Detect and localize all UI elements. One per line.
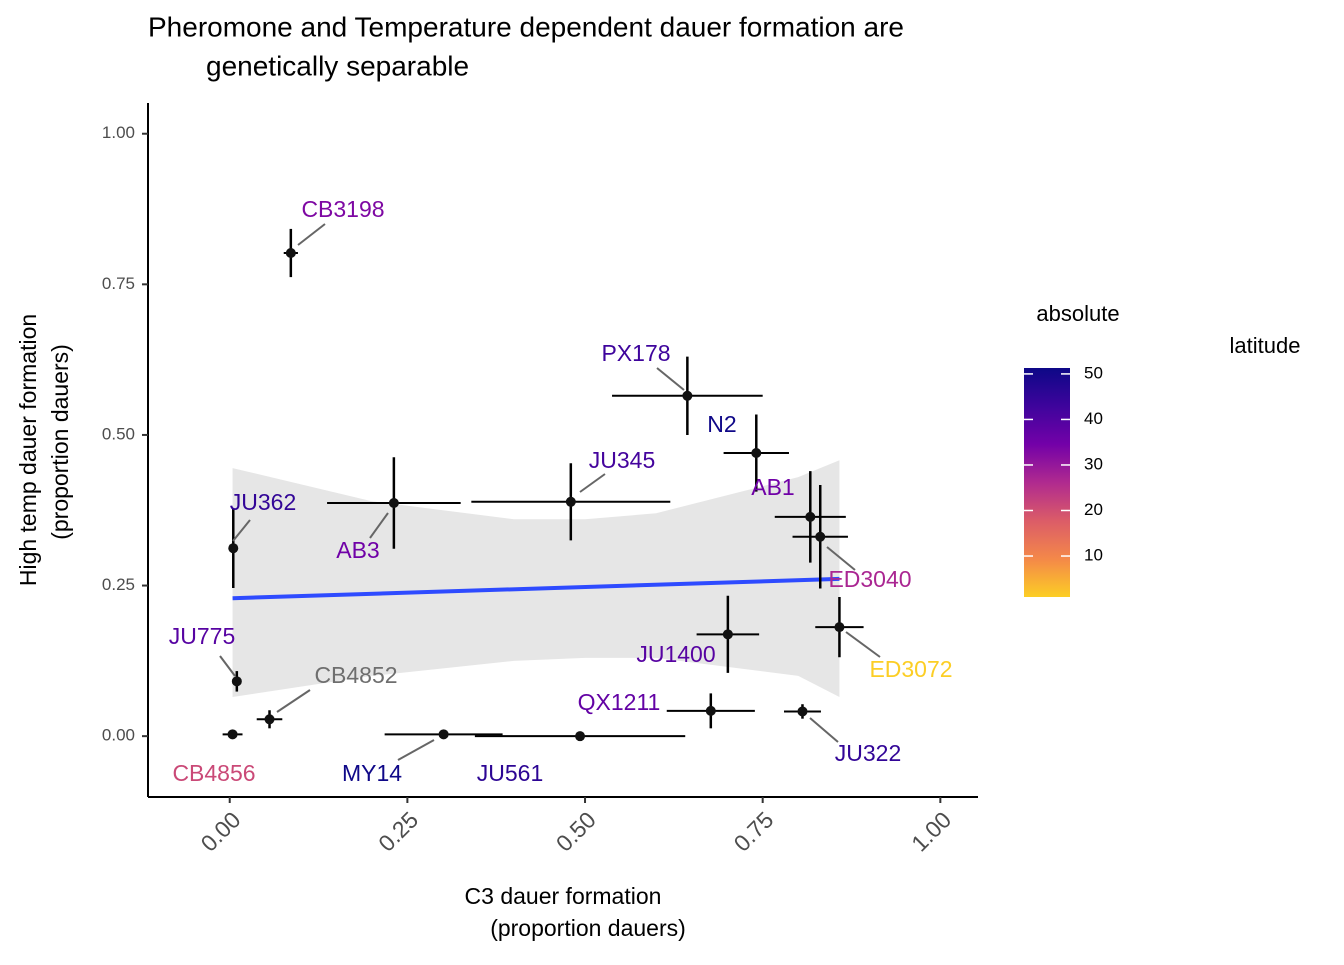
- x-tick-label: 0.50: [551, 806, 601, 856]
- point-label: AB1: [751, 474, 794, 500]
- point: [682, 390, 693, 401]
- point: [565, 496, 576, 507]
- y-axis-title: High temp dauer formation: [15, 314, 41, 586]
- point-label: JU1400: [636, 641, 715, 667]
- point: [438, 729, 449, 740]
- fit-line: [232, 576, 840, 601]
- point-label: JU561: [477, 760, 543, 786]
- label-leader: [809, 717, 839, 743]
- colorbar-tick-label: 30: [1084, 454, 1103, 473]
- legend-title: absolute: [1036, 301, 1119, 326]
- x-tick-label: 0.75: [728, 806, 778, 856]
- point: [751, 448, 762, 459]
- point: [722, 629, 733, 640]
- point-label: JU775: [169, 623, 235, 649]
- x-tick-label: 1.00: [906, 806, 956, 856]
- point: [228, 543, 239, 554]
- point: [388, 498, 399, 509]
- y-tick-label: 0.25: [102, 575, 135, 594]
- point: [815, 531, 826, 542]
- label-leader: [232, 519, 251, 542]
- label-leader: [276, 689, 311, 713]
- point: [227, 729, 238, 740]
- point: [575, 731, 586, 742]
- point: [797, 706, 808, 717]
- point-label: CB3198: [301, 196, 384, 222]
- point-label: CB4856: [172, 760, 255, 786]
- point-label: ED3040: [828, 566, 911, 592]
- y-tick-label: 0.75: [102, 274, 135, 293]
- chart-title: Pheromone and Temperature dependent daue…: [148, 11, 904, 42]
- label-leader: [397, 739, 435, 761]
- x-tick-label: 0.25: [373, 806, 423, 856]
- point-label: JU345: [589, 447, 655, 473]
- x-axis-title: (proportion dauers): [490, 915, 686, 941]
- point-label: ED3072: [869, 656, 952, 682]
- point-label: PX178: [601, 340, 670, 366]
- x-tick-label: 0.00: [196, 806, 246, 856]
- point-label: JU362: [230, 489, 296, 515]
- label-leader: [219, 655, 236, 677]
- legend-title: latitude: [1230, 333, 1301, 358]
- point: [705, 705, 716, 716]
- colorbar-tick-label: 40: [1084, 409, 1103, 428]
- point-label: MY14: [342, 760, 402, 786]
- colorbar-tick-label: 10: [1084, 546, 1103, 565]
- point-label: QX1211: [578, 689, 661, 715]
- y-tick-label: 0.00: [102, 726, 135, 745]
- y-tick-label: 0.50: [102, 424, 135, 443]
- label-leader: [297, 223, 326, 246]
- point: [805, 511, 816, 522]
- point-label: JU322: [835, 740, 901, 766]
- label-leader: [369, 512, 389, 539]
- colorbar-tick-label: 50: [1084, 363, 1103, 382]
- chart-title: genetically separable: [206, 50, 469, 81]
- point-label: N2: [707, 411, 736, 437]
- point: [231, 676, 242, 687]
- y-tick-label: 1.00: [102, 123, 135, 142]
- label-leader: [579, 473, 606, 493]
- colorbar-tick-label: 20: [1084, 500, 1103, 519]
- point: [834, 622, 845, 633]
- label-leader: [826, 546, 856, 571]
- label-leader: [845, 631, 881, 658]
- label-leader: [656, 367, 685, 391]
- point: [264, 714, 275, 725]
- x-axis-title: C3 dauer formation: [465, 883, 662, 909]
- point-label: CB4852: [314, 662, 397, 688]
- colorbar: [1024, 368, 1070, 597]
- y-axis-title: (proportion dauers): [47, 344, 73, 540]
- point-label: AB3: [336, 537, 379, 563]
- point: [285, 248, 296, 259]
